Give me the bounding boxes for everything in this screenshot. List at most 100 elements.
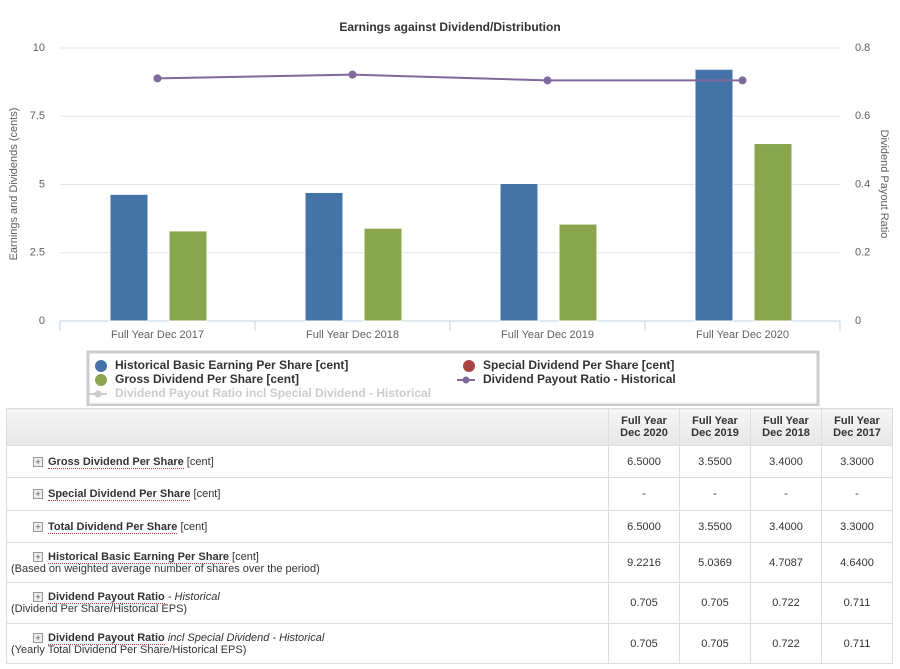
table-row: + Historical Basic Earning Per Share [cen… <box>6 542 893 583</box>
bar <box>499 182 539 322</box>
table-row: + Dividend Payout Ratio - Historical (Divi… <box>6 582 893 624</box>
y-tick-label: 7.5 <box>30 110 45 122</box>
bar <box>109 193 149 322</box>
cell: - <box>608 477 680 511</box>
legend-label: Special Dividend Per Share [cent] <box>483 358 674 372</box>
expand-button[interactable]: + <box>33 489 43 500</box>
cell: 0.705 <box>679 623 751 664</box>
line <box>157 73 743 82</box>
row-unit: [cent] <box>193 488 221 500</box>
row-label: + Total Dividend Per Share [cent] <box>6 510 609 543</box>
row-title: + Dividend Payout Ratio - Historical <box>33 591 607 604</box>
cell: 0.711 <box>821 582 893 624</box>
row-title: + Total Dividend Per Share [cent] <box>33 520 607 534</box>
legend-box <box>86 350 820 406</box>
legend-marker <box>95 360 107 372</box>
chart: Earnings against Dividend/Distribution E… <box>8 20 890 406</box>
cell: 3.3000 <box>821 445 893 478</box>
row-label: + Dividend Payout Ratio incl Special Divi… <box>6 623 609 664</box>
cell: 0.711 <box>821 623 893 664</box>
x-tick-label: Full Year Dec 2018 <box>306 329 399 341</box>
row-name: Historical Basic Earning Per Share <box>48 550 229 564</box>
legend-marker <box>463 360 475 372</box>
cell: 6.5000 <box>608 510 680 543</box>
table-row: + Gross Dividend Per Share [cent] 6.5000 3.… <box>6 445 893 478</box>
row-label: + Special Dividend Per Share [cent] <box>6 477 609 511</box>
row-note: (Yearly Total Dividend Per Share/Histori… <box>11 643 247 656</box>
legend-marker <box>95 374 107 386</box>
row-unit: [cent] <box>232 550 259 563</box>
bar <box>753 143 793 322</box>
x-tick-label: Full Year Dec 2020 <box>696 329 789 341</box>
row-name: Gross Dividend Per Share <box>48 455 184 469</box>
line-point <box>543 76 552 85</box>
y-axis-label: Earnings and Dividends (cents) <box>8 108 20 261</box>
cell: 6.5000 <box>608 445 680 478</box>
cell: 3.5500 <box>679 445 751 478</box>
legend-label: Gross Dividend Per Share [cent] <box>115 372 299 386</box>
row-unit: [cent] <box>186 455 214 468</box>
cell: 3.3000 <box>821 510 893 543</box>
line-point <box>738 76 747 85</box>
expand-button[interactable]: + <box>33 521 43 532</box>
y2-tick-label: 0.2 <box>855 247 870 259</box>
cell: 0.705 <box>608 623 680 664</box>
cell: - <box>679 477 751 511</box>
bar <box>304 191 344 322</box>
cell: 0.722 <box>750 582 822 624</box>
cell: 0.705 <box>679 582 751 624</box>
row-unit: [cent] <box>180 520 208 533</box>
header-row: Full Year Dec 2020 Full Year Dec 2019 Full… <box>6 408 893 446</box>
cell: 4.7087 <box>750 542 822 583</box>
expand-button[interactable]: + <box>33 551 43 562</box>
row-qualifier: incl Special Dividend - Historical <box>167 631 325 644</box>
table-row: + Dividend Payout Ratio incl Special Divi… <box>6 623 893 664</box>
y2-tick-label: 0.8 <box>855 42 870 54</box>
bar <box>558 223 598 322</box>
row-title: + Dividend Payout Ratio incl Special Divi… <box>33 631 607 645</box>
row-name: Dividend Payout Ratio <box>48 591 165 604</box>
y-tick-label: 10 <box>33 42 45 54</box>
cell: - <box>750 477 822 511</box>
cell: 3.4000 <box>750 510 822 543</box>
y2-tick-label: 0.6 <box>855 110 870 122</box>
cell: 0.722 <box>750 623 822 664</box>
y-tick-label: 2.5 <box>30 247 45 259</box>
y-tick-label: 5 <box>39 178 45 190</box>
row-note: (Dividend Per Share/Historical EPS) <box>11 603 188 615</box>
row-name: Total Dividend Per Share <box>48 520 178 534</box>
expand-button[interactable]: + <box>33 632 43 643</box>
cell: 5.0369 <box>679 542 751 583</box>
legend-label: Dividend Payout Ratio incl Special Divid… <box>115 386 431 400</box>
cell: 3.5500 <box>679 510 751 543</box>
column-header: Full Year Dec 2020 <box>608 408 680 446</box>
cell: 0.705 <box>608 582 680 624</box>
column-header: Full Year Dec 2019 <box>679 408 751 446</box>
expand-button[interactable]: + <box>33 456 43 467</box>
legend-marker <box>94 390 102 398</box>
cell: 4.6400 <box>821 542 893 583</box>
data-table: Full Year Dec 2020 Full Year Dec 2019 Full… <box>6 408 893 664</box>
row-name: Special Dividend Per Share <box>48 488 191 501</box>
column-header: Full Year Dec 2018 <box>750 408 822 446</box>
y2-tick-label: 0.4 <box>855 178 870 190</box>
cell: 9.2216 <box>608 542 680 583</box>
expand-button[interactable]: + <box>33 592 43 603</box>
cell: - <box>821 477 893 511</box>
row-title: + Gross Dividend Per Share [cent] <box>33 455 607 469</box>
row-label: + Dividend Payout Ratio - Historical (Divi… <box>6 582 609 624</box>
table-row: + Special Dividend Per Share [cent] - - - - <box>6 477 893 511</box>
line-point <box>153 74 162 83</box>
row-label: + Gross Dividend Per Share [cent] <box>6 445 609 478</box>
legend-label: Dividend Payout Ratio - Historical <box>483 372 676 386</box>
bar <box>694 68 734 322</box>
header-blank <box>6 408 609 446</box>
table-row: + Total Dividend Per Share [cent] 6.5000 3.… <box>6 510 893 543</box>
row-label: + Historical Basic Earning Per Share [cen… <box>6 542 609 583</box>
y2-axis-label: Dividend Payout Ratio <box>878 130 890 239</box>
y2-tick-label: 0 <box>855 315 861 327</box>
y-tick-label: 0 <box>39 315 45 327</box>
x-tick-label: Full Year Dec 2019 <box>501 329 594 341</box>
chart-title: Earnings against Dividend/Distribution <box>339 20 560 34</box>
